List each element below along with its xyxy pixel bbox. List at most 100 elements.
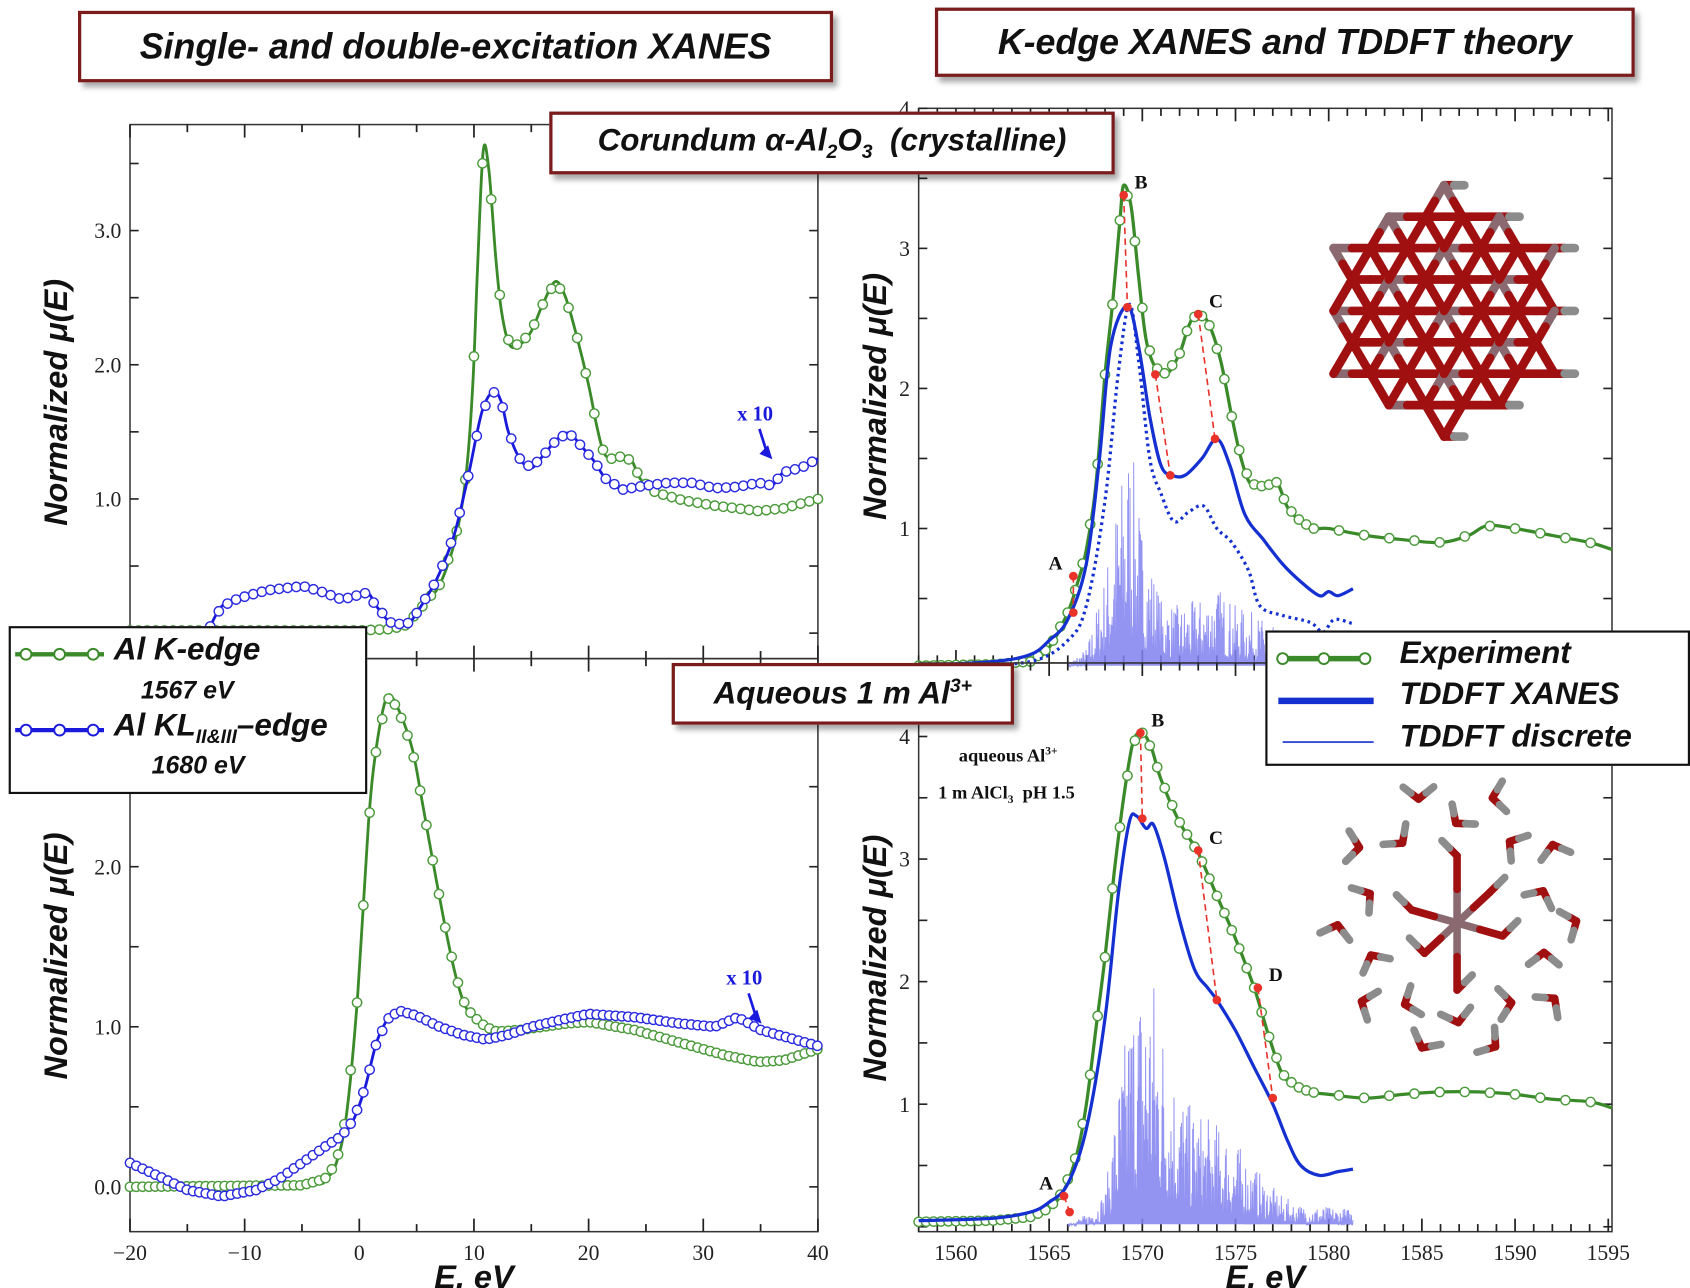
series-al-klii-iii-edge-point [471, 430, 483, 442]
peak-marker-theory [1123, 302, 1132, 312]
series-al-klii-iii-edge-point [505, 433, 517, 444]
chart-panel-2: 0.0 1.0 2.0 −20 −10 0 10 20 30 40 E, eV Normalized … [38, 657, 829, 1288]
series-al-k-edge-point [364, 807, 375, 818]
series-al-k-edge-point [769, 503, 781, 515]
y-tick-label: 4 [899, 97, 910, 121]
bond [1547, 954, 1563, 969]
series-experiment-point [1333, 525, 1345, 536]
legend-kl-text: Al KL [113, 708, 196, 744]
series-al-klii-iii-edge-point [548, 437, 560, 448]
series-al-klii-iii-edge-point [333, 593, 345, 604]
peak-connector [1122, 195, 1129, 308]
x-tick-label: −10 [228, 1241, 262, 1265]
series-experiment-point [1308, 1087, 1320, 1098]
series-al-k-edge-point [743, 504, 755, 516]
series-al-k-edge-point [465, 1007, 476, 1018]
series-tddft-discrete [1067, 988, 1354, 1228]
series-al-klii-iii-edge-point [213, 605, 225, 617]
series-al-k-edge-point [370, 746, 382, 758]
series-experiment-point [1099, 951, 1111, 963]
series-experiment-point [1211, 343, 1223, 355]
series-experiment-point [1484, 1087, 1496, 1099]
bond [1402, 290, 1421, 316]
bond [1341, 850, 1357, 866]
series-experiment-point [1459, 1086, 1471, 1098]
legend-experiment-label: Experiment [1399, 635, 1571, 671]
legend-swatch-k-edge [15, 647, 104, 661]
bond [1494, 385, 1513, 410]
series-al-k-edge-point [452, 977, 464, 988]
peak-label-a: A [1039, 1174, 1053, 1195]
series-al-klii-iii-edge-point [781, 466, 792, 477]
y-tick-label: 0.0 [94, 1175, 121, 1199]
series-experiment-point [1174, 816, 1186, 828]
inset-line2-text: 1 m AlCl [938, 782, 1008, 803]
series-al-klii-iii-edge-point [445, 537, 457, 549]
bond [1359, 960, 1371, 977]
series-al-klii-iii-edge-point [282, 582, 293, 594]
series-al-klii-iii-edge-point [755, 477, 766, 489]
series-experiment-point [1226, 411, 1238, 422]
series-al-k-edge-point [786, 500, 798, 512]
aqueous-label-text: Aqueous 1 m Al [713, 676, 950, 712]
series-al-klii-iii-edge-point [239, 591, 250, 603]
series-experiment-point [1166, 360, 1178, 371]
bond [1366, 987, 1383, 1001]
series-al-klii-iii-edge-point [566, 430, 577, 441]
x-tick-label: 1570 [1121, 1241, 1164, 1265]
series-al-k-edge-point [433, 888, 445, 900]
bond [1400, 820, 1410, 838]
series-al-klii-iii-edge-point [695, 479, 706, 491]
series-al-klii-iii-edge-point [364, 1064, 375, 1076]
series-al-k-edge-point [421, 819, 432, 831]
series-al-klii-iii-edge-point [677, 477, 689, 489]
series-al-klii-iii-edge-point [247, 588, 259, 600]
series-experiment-point [1211, 890, 1223, 902]
x-tick-label: 1580 [1307, 1241, 1350, 1265]
series-experiment-point [1293, 514, 1305, 525]
series-al-klii-iii-edge-point [265, 584, 276, 596]
bond [1493, 873, 1509, 889]
series-al-klii-iii-edge-point [514, 453, 526, 465]
x-tick-label: 1560 [934, 1241, 977, 1265]
legend-k-edge-label: Al K-edge [113, 632, 261, 668]
aqueous-label-sup: 3+ [949, 675, 973, 697]
chart-panel-1: 1.0 2.0 3.0 Normalized μ(E) x 10 [38, 123, 824, 660]
series-experiment-point [1159, 782, 1171, 794]
x-axis-label: E, eV [434, 1259, 516, 1288]
x-tick-label: 1565 [1027, 1241, 1070, 1265]
bond [1366, 228, 1384, 253]
series-al-k-edge-point [597, 444, 609, 456]
peak-connector [1139, 732, 1144, 819]
bond [1402, 228, 1421, 253]
bond [1316, 925, 1333, 937]
series-al-k-edge-point [389, 699, 401, 710]
series-al-klii-iii-edge-point [342, 592, 354, 604]
series-al-k-edge-point [446, 951, 458, 963]
series-al-klii-iii-edge-point [428, 579, 440, 591]
series-al-klii-iii-edge-point [370, 1039, 382, 1051]
series-experiment-point [1144, 345, 1156, 357]
series-al-klii-iii-edge-point [523, 460, 534, 472]
series-experiment-point [1484, 520, 1496, 532]
x-tick-label: 1590 [1493, 1241, 1536, 1265]
bond [1494, 322, 1513, 347]
bond [1410, 1026, 1422, 1043]
series-al-klii-iii-edge-point [720, 482, 732, 493]
series-al-k-edge-point [812, 493, 824, 505]
series-experiment-point [1219, 907, 1230, 919]
series-al-klii-iii-edge-point [480, 400, 491, 412]
inset-line1-sup: 3+ [1045, 745, 1058, 758]
bond [1567, 926, 1578, 944]
bond [1531, 322, 1550, 347]
series-al-klii-iii-edge-point [419, 593, 431, 605]
series-al-klii-iii-edge-point [652, 478, 663, 490]
bond [1421, 259, 1440, 284]
aqueous-inset-line2: 1 m AlCl3 pH 1.5 [938, 782, 1075, 806]
bond [1495, 800, 1511, 816]
series-al-k-edge-point [458, 996, 470, 1008]
plot-frame [129, 123, 819, 660]
series-al-klii-iii-edge-point [540, 447, 551, 459]
peak-label-d: D [1269, 965, 1283, 986]
series-al-klii-iii-edge-point [703, 481, 715, 493]
